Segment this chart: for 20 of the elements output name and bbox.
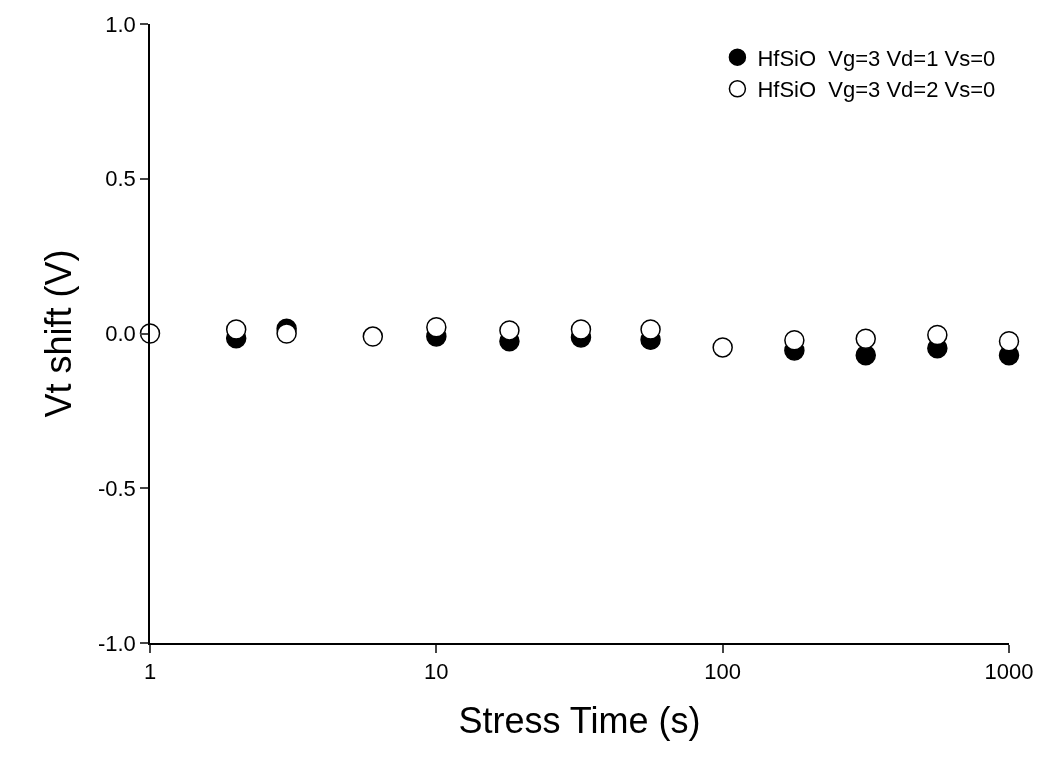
y-tick-label: 0.5 (105, 166, 136, 192)
point (640, 319, 661, 340)
y-tick-label: 0.0 (105, 321, 136, 347)
x-tick-label: 10 (424, 659, 449, 685)
legend-label: HfSiO Vg=3 Vd=1 Vs=0 (757, 45, 996, 71)
x-tick-label: 1 (143, 659, 157, 685)
x-tick-label: 100 (704, 659, 742, 685)
y-tick-label: -0.5 (97, 475, 136, 501)
y-axis-title: Vt shift (V) (38, 249, 80, 418)
x-tick-label: 1000 (984, 659, 1034, 685)
y-tick-label: 1.0 (105, 11, 136, 37)
point (998, 330, 1020, 352)
legend-label: HfSiO Vg=3 Vd=2 Vs=0 (757, 77, 996, 103)
point (426, 317, 447, 338)
x-axis-title: Stress Time (s) (458, 700, 701, 742)
point (784, 330, 805, 351)
point (927, 324, 948, 346)
y-tick-label: -1.0 (97, 630, 136, 656)
point (570, 319, 592, 340)
point (499, 320, 520, 341)
